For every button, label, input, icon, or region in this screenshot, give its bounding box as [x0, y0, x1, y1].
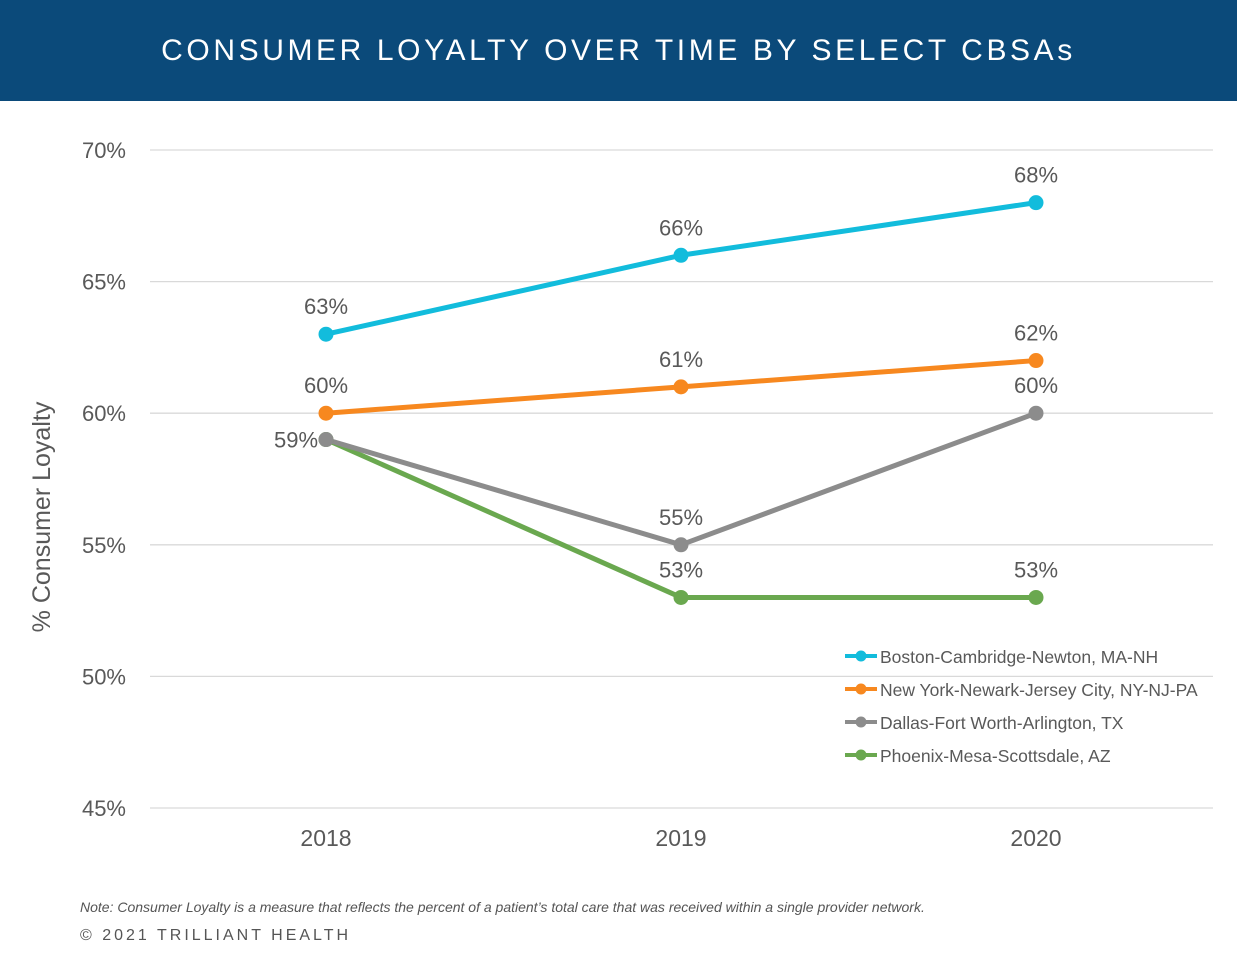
data-point — [1028, 195, 1044, 211]
legend-marker — [855, 683, 867, 695]
data-label: 61% — [659, 347, 703, 372]
legend-marker — [855, 716, 867, 728]
y-tick-label: 55% — [82, 533, 126, 558]
data-point — [673, 379, 689, 395]
data-label: 53% — [659, 557, 703, 582]
y-tick-label: 70% — [82, 138, 126, 163]
data-point — [1028, 353, 1044, 369]
footnote: Note: Consumer Loyalty is a measure that… — [80, 899, 925, 915]
legend-label: Dallas-Fort Worth-Arlington, TX — [880, 713, 1124, 733]
data-label: 55% — [659, 505, 703, 530]
legend-marker — [855, 749, 867, 761]
line-chart: 45% 50% 55% 60% 65% 70% 2018 2019 2020 % Consumer… — [28, 138, 1213, 851]
data-point — [673, 247, 689, 263]
data-label: 53% — [1014, 557, 1058, 582]
data-point — [318, 326, 334, 342]
chart-header: CONSUMER LOYALTY OVER TIME BY SELECT CBS… — [0, 0, 1237, 101]
data-label: 68% — [1014, 163, 1058, 188]
data-label: 63% — [304, 294, 348, 319]
data-point — [318, 405, 334, 421]
data-point — [1028, 589, 1044, 605]
data-point — [318, 432, 334, 448]
x-tick-label: 2018 — [300, 825, 351, 851]
copyright: © 2021 TRILLIANT HEALTH — [80, 927, 352, 944]
y-tick-label: 65% — [82, 270, 126, 295]
x-tick-label: 2019 — [655, 825, 706, 851]
y-tick-label: 45% — [82, 796, 126, 821]
data-label: 62% — [1014, 321, 1058, 346]
data-label: 59% — [274, 428, 318, 453]
data-point — [1028, 405, 1044, 421]
data-point — [673, 537, 689, 553]
y-tick-label: 60% — [82, 401, 126, 426]
y-axis-label: % Consumer Loyalty — [28, 401, 56, 632]
x-tick-label: 2020 — [1010, 825, 1061, 851]
legend-label: New York-Newark-Jersey City, NY-NJ-PA — [880, 680, 1198, 700]
legend-label: Boston-Cambridge-Newton, MA-NH — [880, 647, 1158, 667]
legend-label: Phoenix-Mesa-Scottsdale, AZ — [880, 746, 1111, 766]
chart-title: CONSUMER LOYALTY OVER TIME BY SELECT CBS… — [161, 33, 1076, 67]
data-label: 60% — [1014, 373, 1058, 398]
data-label: 66% — [659, 215, 703, 240]
y-tick-label: 50% — [82, 664, 126, 689]
legend-marker — [855, 650, 867, 662]
data-label: 60% — [304, 373, 348, 398]
data-point — [673, 589, 689, 605]
